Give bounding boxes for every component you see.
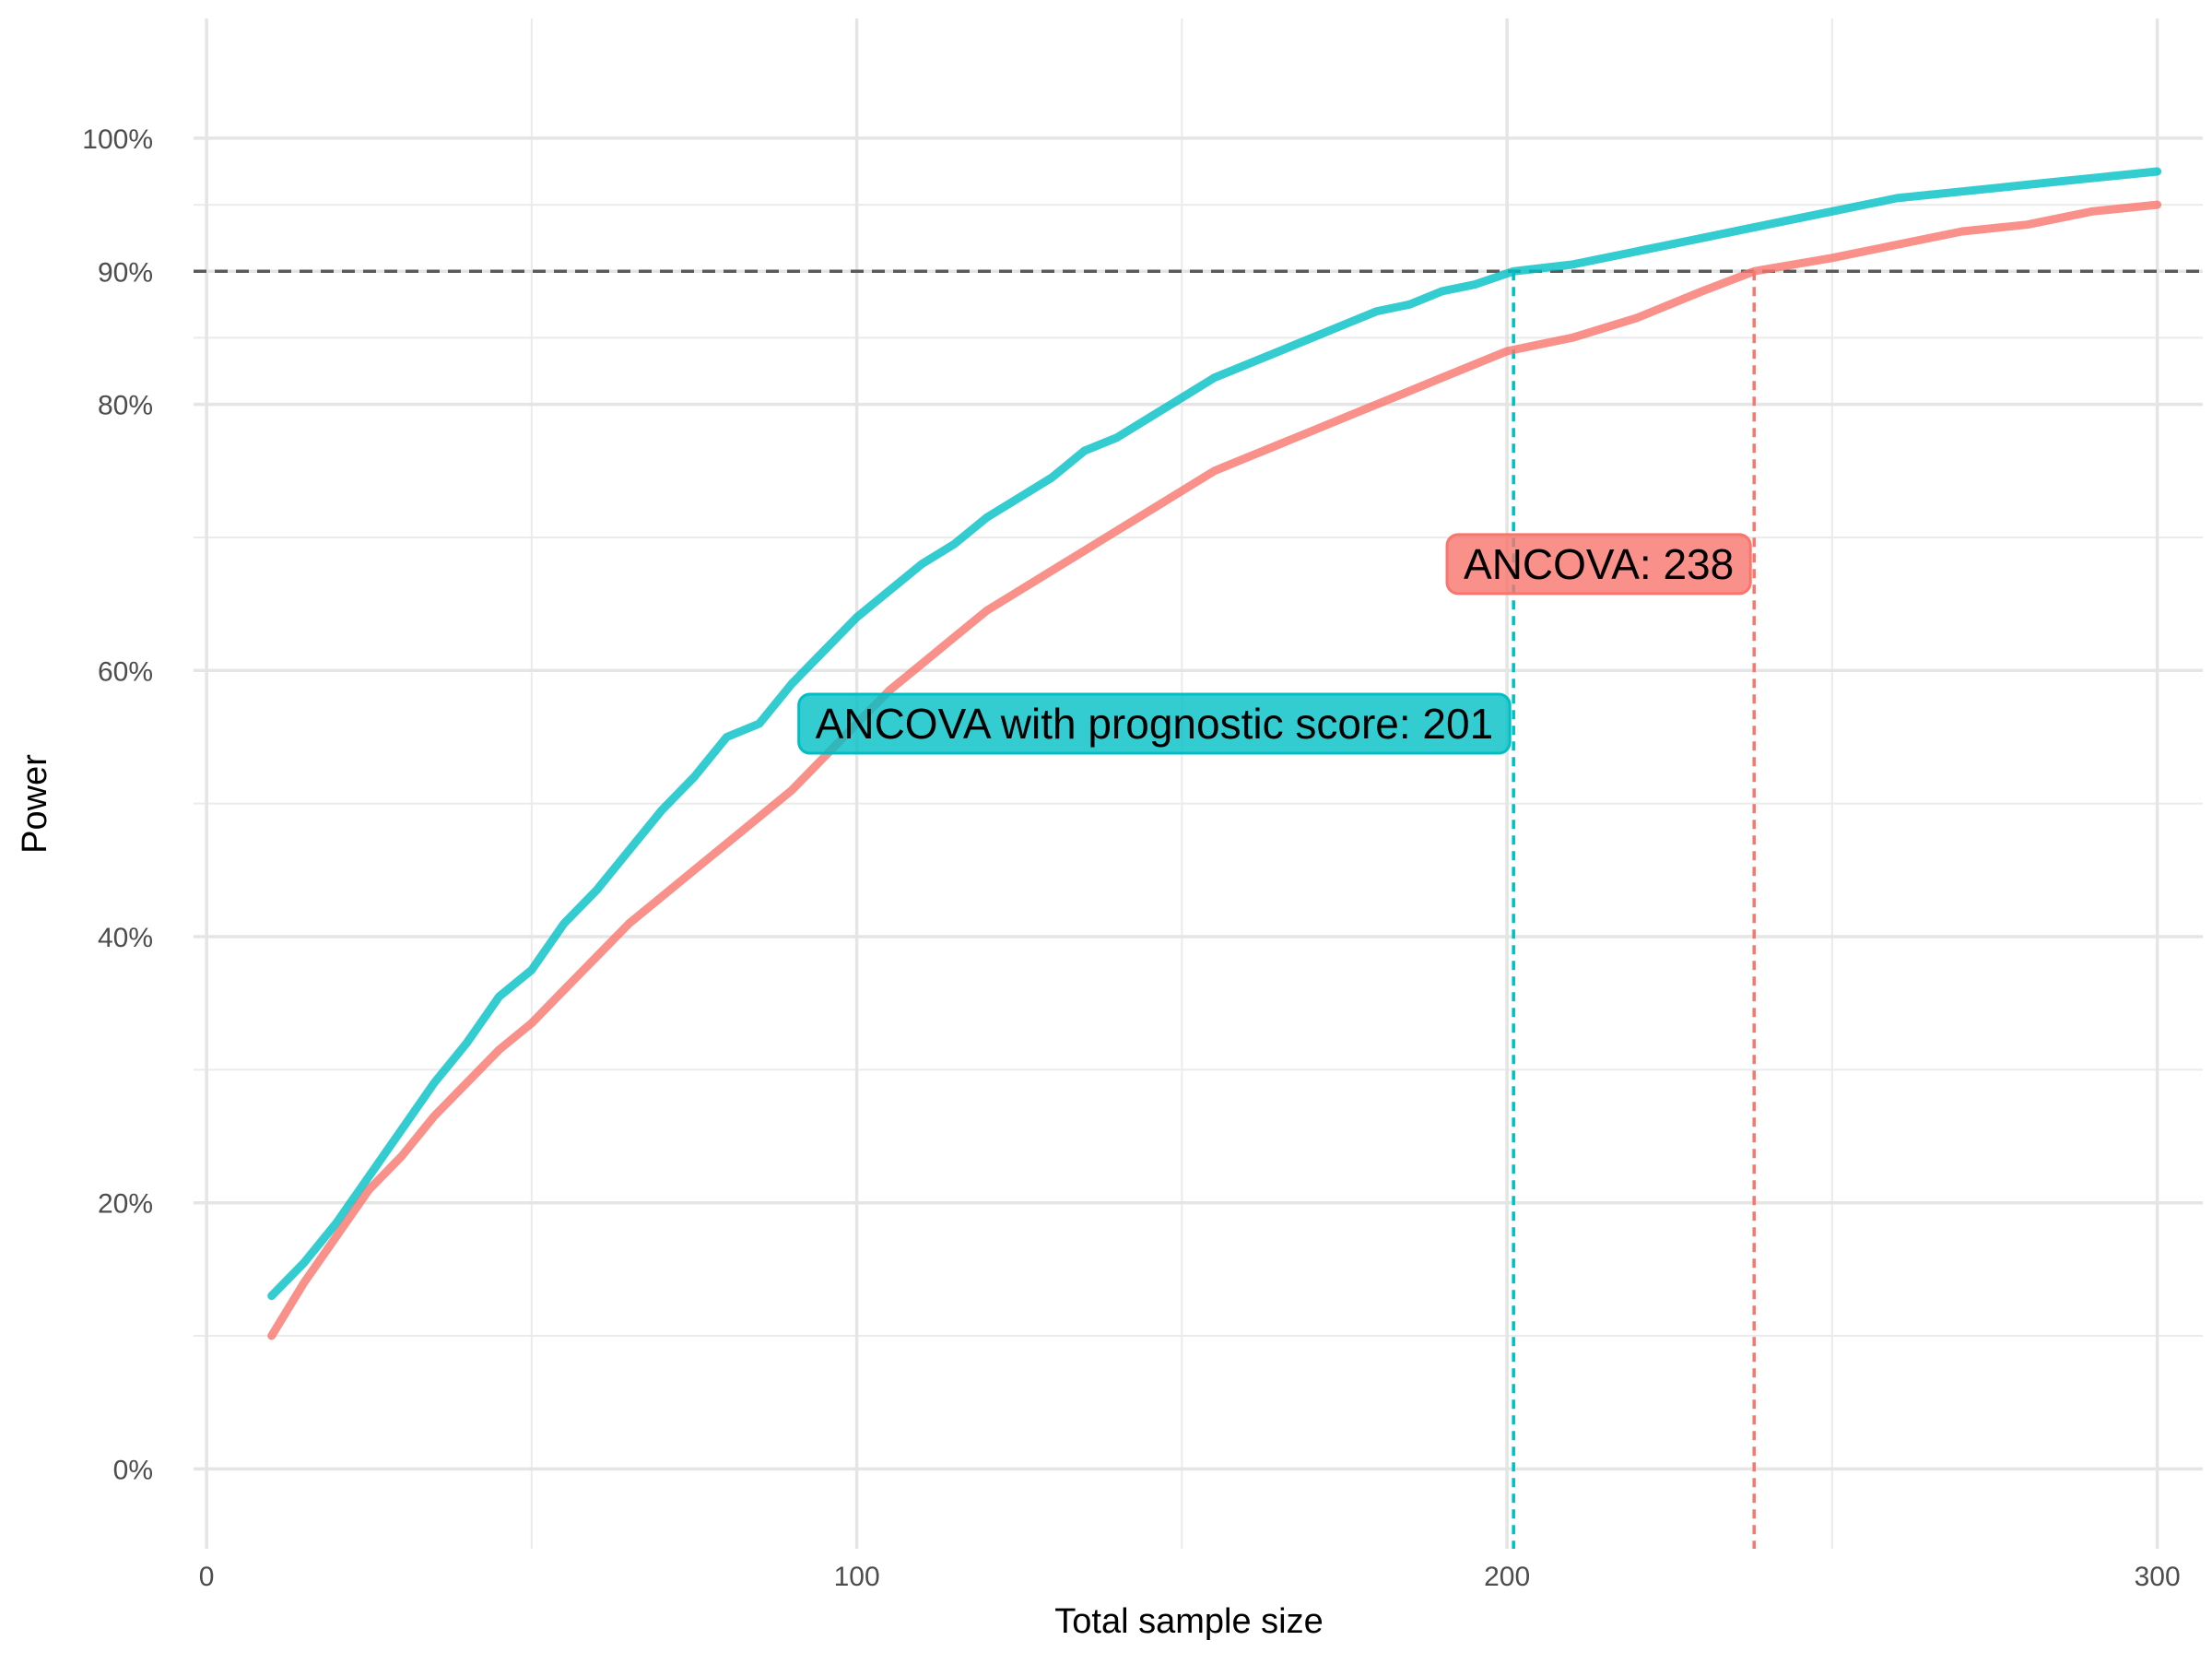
annotation-label: ANCOVA with prognostic score: 201 [797, 692, 1512, 755]
annotation-label: ANCOVA: 238 [1445, 533, 1752, 596]
x-tick-label: 100 [834, 1562, 880, 1592]
x-tick-label: 0 [199, 1562, 215, 1592]
vertical-dashed-lines [1512, 271, 1756, 1549]
y-tick-label: 20% [98, 1189, 153, 1220]
y-axis-tick-labels: 0% 20% 40% 60% 80% 90% 100% [82, 124, 153, 1485]
minor-gridlines [194, 18, 2203, 1549]
series-line-1 [267, 167, 2162, 1301]
y-tick-label: 100% [82, 124, 153, 155]
x-tick-label: 300 [2135, 1562, 2181, 1592]
x-tick-label: 200 [1484, 1562, 1530, 1592]
series-line-2 [267, 200, 2162, 1340]
y-tick-label: 60% [98, 656, 153, 687]
y-axis-title: Power [16, 754, 54, 854]
annotation-box [797, 692, 1512, 755]
annotation-text: ANCOVA: 238 [1464, 540, 1734, 588]
annotation-text: ANCOVA with prognostic score: 201 [816, 700, 1493, 748]
annotation-box [1445, 533, 1752, 596]
annotation-labels: ANCOVA with prognostic score: 201 ANCOVA:… [797, 533, 1752, 755]
series-lines [267, 167, 2162, 1340]
y-tick-label: 80% [98, 391, 153, 421]
x-axis-tick-labels: 0 100 200 300 [199, 1562, 2181, 1592]
x-axis-title: Total sample size [1054, 1602, 1323, 1641]
y-tick-label: 40% [98, 923, 153, 953]
y-tick-label: 0% [113, 1455, 153, 1485]
y-tick-label: 90% [98, 257, 153, 288]
